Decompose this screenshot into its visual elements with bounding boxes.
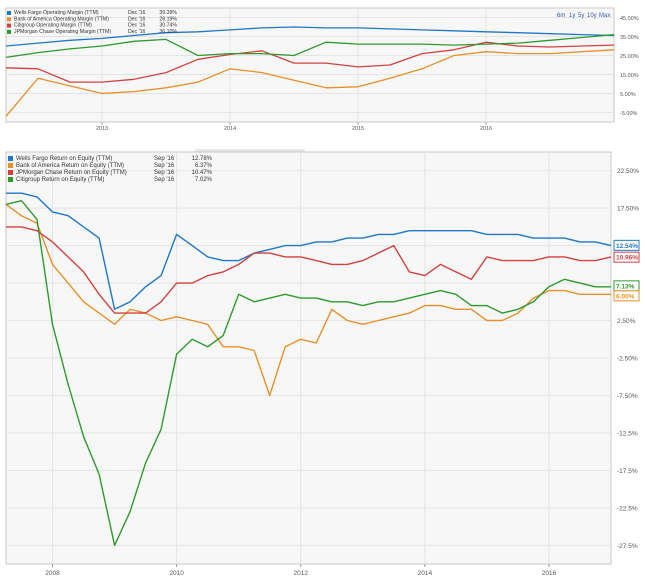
x-tick-label: 2013 [96, 126, 108, 132]
legend-swatch [7, 23, 11, 28]
range-button-1y[interactable]: 1y [569, 13, 575, 19]
legend-date: Dec '16 [128, 10, 146, 16]
end-value-label: 7.13% [616, 283, 635, 290]
operating-margin-plot: 45.00% 35.00% 25.00% 15.00% 5.00% -5.00% 2013 2… [5, 7, 639, 132]
legend-date: Sep '16 [154, 156, 175, 162]
end-value-box [613, 239, 640, 251]
legend-value: 6.37% [195, 163, 213, 169]
end-value-label: 6.00% [616, 293, 635, 300]
legend-value: 7.02% [195, 177, 213, 183]
legend-date: Sep '16 [154, 177, 175, 183]
legend-label: JPMorgan Chase Return on Equity (TTM) [16, 170, 127, 176]
x-tick-label: 2014 [418, 570, 433, 577]
legend-swatch [8, 156, 13, 161]
legend-value: 39.39% [159, 10, 177, 16]
y-tick-label: 22.50% [617, 168, 639, 175]
legend-value: 10.47% [192, 170, 213, 176]
legend-swatch [8, 163, 13, 168]
x-tick-label: 2016 [480, 126, 492, 132]
end-value-box [613, 251, 640, 263]
y-tick-label: -22.5% [617, 505, 638, 512]
legend-value: 28.19% [159, 16, 177, 22]
y-tick-label: 25.00% [620, 54, 639, 60]
legend-swatch [7, 29, 11, 34]
y-tick-label: -27.5% [617, 543, 638, 550]
legend-date: Dec '16 [128, 16, 146, 22]
legend-date: Sep '16 [154, 170, 175, 176]
legend-swatch [7, 17, 11, 22]
legend-swatch [8, 177, 13, 182]
series-line-1 [5, 203, 611, 397]
series-line-0 [6, 192, 612, 310]
legend-swatch [8, 170, 13, 175]
y-tick-label: -5.00% [620, 111, 638, 117]
range-button-max[interactable]: Max [599, 13, 610, 19]
series-line-2 [6, 226, 612, 314]
y-tick-label: 15.00% [620, 73, 639, 79]
x-tick-label: 2015 [352, 126, 364, 132]
legend-label: Citigroup Return on Equity (TTM) [16, 177, 104, 183]
y-tick-label: 45.00% [620, 16, 639, 22]
x-tick-label: 2012 [294, 570, 309, 577]
series-line-2 [5, 41, 615, 83]
timeline-scrollbar[interactable] [195, 149, 305, 153]
range-button-6m[interactable]: 6m [557, 13, 565, 19]
x-tick-label: 2010 [169, 570, 184, 577]
end-value-box [613, 290, 640, 302]
return-on-equity-plot: 22.50%17.50%12.50%7.50%2.50%-2.50%-7.50%… [5, 151, 640, 577]
legend-label: Bank of America Return on Equity (TTM) [16, 163, 124, 169]
legend-date: Sep '16 [154, 163, 175, 169]
end-value-label: 12.54% [616, 243, 638, 250]
range-button-10y[interactable]: 10y [587, 13, 597, 19]
legend-value: 36.10% [159, 29, 177, 35]
y-tick-label: -12.5% [617, 430, 638, 437]
y-tick-label: 35.00% [620, 35, 639, 41]
legend-label: Bank of America Operating Margin (TTM) [14, 16, 109, 22]
series-line-3 [5, 200, 611, 546]
series-line-1 [5, 49, 615, 117]
legend-value: 12.78% [192, 156, 213, 162]
x-tick-label: 2008 [45, 570, 60, 577]
operating-margin-chart: 45.00% 35.00% 25.00% 15.00% 5.00% -5.00% 2013 2… [0, 0, 645, 140]
legend-date: Dec '16 [128, 29, 146, 35]
return-on-equity-chart: 22.50%17.50%12.50%7.50%2.50%-2.50%-7.50%… [0, 148, 645, 579]
y-tick-label: 5.00% [620, 92, 636, 98]
y-tick-label: 17.50% [617, 206, 639, 213]
legend-label: Citigroup Operating Margin (TTM) [14, 23, 92, 29]
y-tick-label: 2.50% [617, 318, 636, 325]
range-button-5y[interactable]: 5y [578, 13, 584, 19]
legend-label: Wells Fargo Operating Margin (TTM) [14, 10, 99, 16]
series-line-3 [5, 33, 615, 59]
legend-swatch [7, 11, 11, 15]
legend-label: JPMorgan Chase Operating Margin (TTM) [14, 29, 111, 35]
legend-label: Wells Fargo Return on Equity (TTM) [16, 156, 112, 162]
legend-value: 30.74% [159, 23, 177, 29]
legend-date: Dec '16 [128, 23, 146, 29]
y-tick-label: -2.50% [617, 356, 638, 363]
x-tick-label: 2014 [224, 126, 236, 132]
x-tick-label: 2016 [542, 570, 557, 577]
series-line-0 [5, 26, 615, 47]
y-tick-label: -7.50% [617, 393, 638, 400]
y-tick-label: -17.5% [617, 468, 638, 475]
plot-area [5, 7, 615, 123]
end-value-label: 10.96% [616, 255, 638, 262]
